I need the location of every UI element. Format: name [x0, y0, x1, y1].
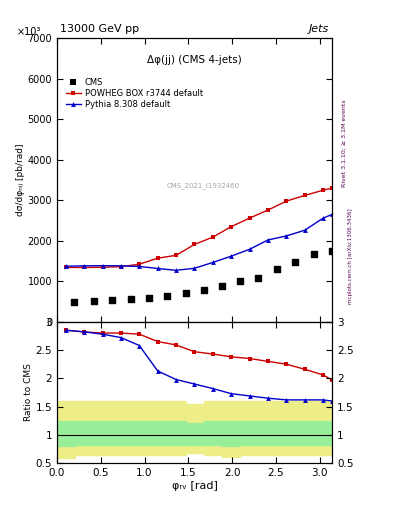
CMS	[109, 296, 115, 304]
CMS	[274, 265, 280, 273]
POWHEG BOX r3744 default	[211, 234, 215, 240]
Line: Pythia 8.308 default: Pythia 8.308 default	[63, 212, 334, 273]
Pythia 8.308 default	[174, 267, 178, 273]
Pythia 8.308 default	[247, 246, 252, 252]
CMS	[146, 294, 152, 302]
POWHEG BOX r3744 default	[229, 224, 233, 230]
CMS	[255, 273, 261, 282]
Text: 13000 GeV pp: 13000 GeV pp	[60, 24, 139, 34]
Text: ×10³: ×10³	[17, 27, 42, 37]
Text: Rivet 3.1.10; ≥ 3.1M events: Rivet 3.1.10; ≥ 3.1M events	[342, 99, 346, 187]
Text: mcplots.cern.ch [arXiv:1306.3436]: mcplots.cern.ch [arXiv:1306.3436]	[349, 208, 353, 304]
POWHEG BOX r3744 default	[82, 264, 86, 270]
Pythia 8.308 default	[303, 227, 307, 233]
POWHEG BOX r3744 default	[137, 261, 141, 267]
Pythia 8.308 default	[192, 265, 197, 271]
Pythia 8.308 default	[229, 253, 233, 259]
CMS	[329, 247, 335, 255]
CMS	[72, 298, 78, 306]
CMS	[91, 297, 97, 305]
Text: Jets: Jets	[309, 24, 329, 34]
POWHEG BOX r3744 default	[155, 255, 160, 261]
POWHEG BOX r3744 default	[100, 264, 105, 270]
CMS	[201, 286, 207, 294]
CMS	[292, 258, 298, 266]
Y-axis label: Ratio to CMS: Ratio to CMS	[24, 364, 33, 421]
POWHEG BOX r3744 default	[321, 187, 325, 193]
Pythia 8.308 default	[211, 260, 215, 266]
Pythia 8.308 default	[137, 263, 141, 269]
POWHEG BOX r3744 default	[63, 264, 68, 270]
POWHEG BOX r3744 default	[247, 215, 252, 221]
POWHEG BOX r3744 default	[119, 264, 123, 270]
Pythia 8.308 default	[63, 263, 68, 269]
Pythia 8.308 default	[266, 237, 270, 243]
CMS	[127, 295, 134, 304]
Y-axis label: dσ/dφₙᵢⱼ [pb/rad]: dσ/dφₙᵢⱼ [pb/rad]	[16, 144, 25, 216]
Pythia 8.308 default	[100, 263, 105, 269]
POWHEG BOX r3744 default	[174, 252, 178, 259]
CMS	[310, 250, 317, 258]
CMS	[164, 292, 171, 300]
Line: POWHEG BOX r3744 default: POWHEG BOX r3744 default	[64, 186, 334, 269]
POWHEG BOX r3744 default	[284, 198, 289, 204]
Pythia 8.308 default	[82, 263, 86, 269]
Pythia 8.308 default	[330, 211, 334, 218]
Text: CMS_2021_I1932460: CMS_2021_I1932460	[166, 182, 239, 189]
CMS	[237, 277, 243, 285]
CMS	[219, 282, 226, 290]
X-axis label: φᵣᵥ [rad]: φᵣᵥ [rad]	[172, 481, 217, 491]
POWHEG BOX r3744 default	[330, 185, 334, 191]
POWHEG BOX r3744 default	[192, 241, 197, 247]
Pythia 8.308 default	[321, 215, 325, 221]
POWHEG BOX r3744 default	[266, 207, 270, 213]
Pythia 8.308 default	[284, 233, 289, 239]
Pythia 8.308 default	[119, 263, 123, 269]
Pythia 8.308 default	[155, 265, 160, 271]
Text: Δφ(jj) (CMS 4-jets): Δφ(jj) (CMS 4-jets)	[147, 55, 242, 66]
Legend: CMS, POWHEG BOX r3744 default, Pythia 8.308 default: CMS, POWHEG BOX r3744 default, Pythia 8.…	[64, 77, 204, 111]
POWHEG BOX r3744 default	[303, 193, 307, 199]
CMS	[183, 289, 189, 297]
